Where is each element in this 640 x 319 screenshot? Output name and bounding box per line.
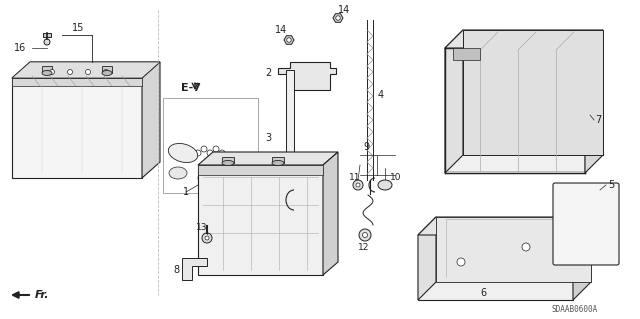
Text: 6: 6 <box>480 288 486 298</box>
Text: 9: 9 <box>363 142 369 152</box>
Polygon shape <box>278 62 336 90</box>
Polygon shape <box>198 165 323 175</box>
Text: 8: 8 <box>173 265 179 275</box>
Ellipse shape <box>378 180 392 190</box>
Text: E-7: E-7 <box>181 83 201 93</box>
Circle shape <box>522 243 530 251</box>
Ellipse shape <box>222 160 234 166</box>
Text: 11: 11 <box>349 174 360 182</box>
Text: 16: 16 <box>14 43 26 53</box>
Circle shape <box>202 233 212 243</box>
Polygon shape <box>323 152 338 275</box>
Circle shape <box>382 182 388 188</box>
Text: SDAAB0600A: SDAAB0600A <box>552 306 598 315</box>
Circle shape <box>86 70 90 75</box>
Polygon shape <box>198 152 338 165</box>
Polygon shape <box>12 62 160 78</box>
Circle shape <box>336 16 340 20</box>
Polygon shape <box>198 165 323 275</box>
Text: 5: 5 <box>608 180 614 190</box>
Circle shape <box>353 180 363 190</box>
Polygon shape <box>445 30 603 48</box>
Text: 4: 4 <box>378 90 384 100</box>
Polygon shape <box>12 78 142 178</box>
Circle shape <box>359 229 371 241</box>
Bar <box>286 70 294 200</box>
Bar <box>163 98 258 193</box>
Ellipse shape <box>168 144 198 162</box>
Text: 13: 13 <box>196 224 207 233</box>
Polygon shape <box>445 30 463 173</box>
Text: Fr.: Fr. <box>35 290 49 300</box>
Ellipse shape <box>42 70 52 76</box>
Polygon shape <box>222 157 234 163</box>
Polygon shape <box>333 14 343 22</box>
Circle shape <box>44 39 50 45</box>
Ellipse shape <box>272 160 284 166</box>
Polygon shape <box>585 30 603 173</box>
Ellipse shape <box>169 167 187 179</box>
Polygon shape <box>453 48 480 60</box>
Polygon shape <box>42 66 52 73</box>
Text: 1: 1 <box>183 187 189 197</box>
Polygon shape <box>445 48 585 173</box>
Circle shape <box>67 70 72 75</box>
Polygon shape <box>463 30 603 155</box>
Circle shape <box>287 38 291 42</box>
Polygon shape <box>12 78 142 86</box>
Text: 7: 7 <box>595 115 601 125</box>
Circle shape <box>198 173 208 183</box>
Polygon shape <box>418 217 436 300</box>
Polygon shape <box>418 217 591 235</box>
Ellipse shape <box>102 70 112 76</box>
Polygon shape <box>102 66 112 73</box>
Circle shape <box>210 168 216 174</box>
Text: 12: 12 <box>358 242 369 251</box>
Text: 15: 15 <box>72 23 84 33</box>
Circle shape <box>49 70 54 75</box>
Circle shape <box>104 70 109 75</box>
Polygon shape <box>182 258 207 280</box>
Polygon shape <box>436 217 591 282</box>
Polygon shape <box>272 157 284 163</box>
Text: 14: 14 <box>338 5 350 15</box>
Circle shape <box>457 258 465 266</box>
Circle shape <box>356 183 360 187</box>
Text: 14: 14 <box>275 25 287 35</box>
FancyBboxPatch shape <box>553 183 619 265</box>
Polygon shape <box>142 62 160 178</box>
Polygon shape <box>284 36 294 44</box>
Text: 3: 3 <box>265 133 271 143</box>
Circle shape <box>206 164 220 178</box>
Circle shape <box>362 233 367 238</box>
Text: 10: 10 <box>390 174 401 182</box>
Polygon shape <box>12 62 160 78</box>
Circle shape <box>205 236 209 240</box>
Polygon shape <box>418 235 573 300</box>
Bar <box>43 33 51 37</box>
Text: 2: 2 <box>265 68 271 78</box>
Polygon shape <box>573 217 591 300</box>
